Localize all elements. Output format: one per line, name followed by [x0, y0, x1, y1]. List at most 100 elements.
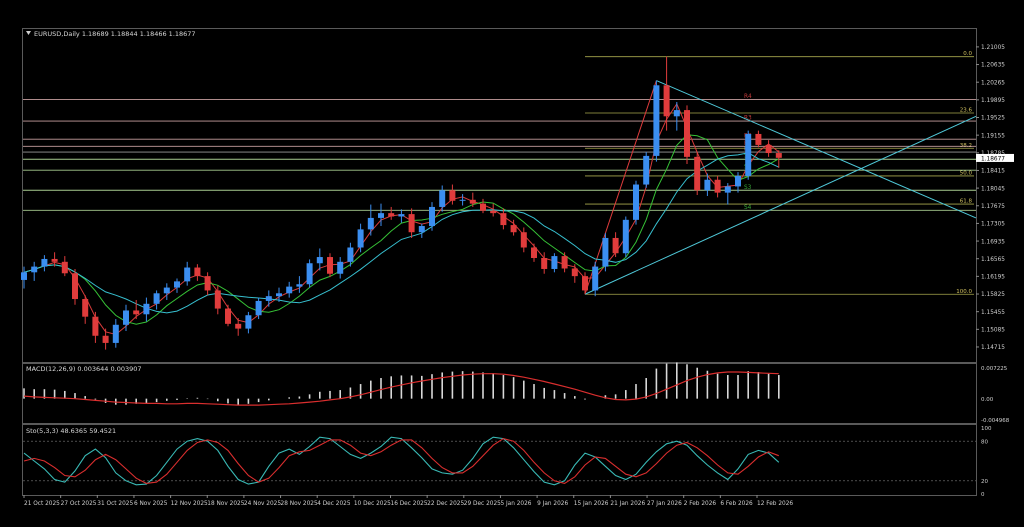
candle-body — [306, 263, 313, 285]
candle-body — [214, 290, 221, 309]
macd-signal-line — [23, 371, 779, 406]
date-axis-label: 22 Dec 2025 — [427, 501, 464, 507]
date-axis-label: 6 Feb 2026 — [720, 501, 753, 507]
candle-body — [653, 85, 660, 156]
candle-body — [286, 286, 293, 294]
candle-body — [133, 310, 140, 315]
moving-average-line — [23, 152, 780, 314]
candle-body — [92, 316, 99, 336]
stochastic-axis-label: 100 — [981, 426, 992, 432]
candlesticks — [21, 56, 782, 350]
fib-level-label: 23.6 — [960, 107, 973, 113]
trendlines[interactable] — [584, 80, 977, 295]
candle-body — [31, 266, 38, 273]
price-axis-label: 1.18045 — [981, 186, 1005, 192]
fib-level-label: 38.2 — [960, 143, 972, 149]
candle-body — [439, 190, 446, 207]
candle-body — [490, 210, 497, 214]
candle-body — [684, 110, 690, 157]
fib-level-label: 100.0 — [956, 289, 972, 295]
candle-body — [602, 237, 609, 267]
price-axis-label: 1.14715 — [981, 345, 1005, 351]
price-axis-label: 1.20635 — [981, 63, 1005, 69]
macd-pane-border — [22, 363, 977, 424]
date-axis: 21 Oct 2025 27 Oct 2025 31 Oct 2025 6 Nov 2… — [23, 495, 793, 507]
candle-body — [571, 268, 578, 277]
date-axis-label: 24 Nov 2025 — [244, 501, 281, 507]
candle-body — [551, 256, 558, 269]
pivot-levels: R4R3R2R1PPS1S2S3S4 — [23, 94, 976, 211]
candle-body — [41, 258, 48, 267]
candle-body — [724, 186, 731, 193]
price-axis-label: 1.15455 — [981, 310, 1005, 316]
candle-body — [714, 179, 721, 193]
price-axis-label: 1.21005 — [981, 45, 1005, 51]
candle-body — [123, 310, 129, 325]
candle-body — [225, 308, 231, 324]
candle-body — [112, 324, 119, 343]
price-axis-label: 1.16565 — [981, 257, 1005, 263]
candle-body — [163, 287, 170, 294]
candle-body — [704, 179, 711, 191]
last-price-label: 1.18677 — [981, 156, 1005, 162]
stochastic-axis-label: 0 — [981, 492, 985, 498]
candle-body — [561, 256, 568, 269]
candle-body — [337, 261, 344, 274]
candle-body — [102, 335, 109, 343]
dropdown-triangle-icon[interactable] — [26, 31, 31, 35]
date-axis-label: 21 Oct 2025 — [24, 501, 60, 507]
date-axis-label: 2 Feb 2026 — [684, 501, 717, 507]
price-axis-label: 1.15085 — [981, 328, 1005, 334]
date-axis-label: 15 Jan 2026 — [574, 501, 609, 507]
pivot-level-label: R3 — [744, 116, 752, 122]
stochastic-pane-border — [22, 424, 977, 496]
date-axis-label: 4 Dec 2025 — [317, 501, 351, 507]
date-axis-label: 27 Oct 2025 — [61, 501, 97, 507]
date-axis-label: 6 Nov 2025 — [134, 501, 168, 507]
candle-body — [673, 110, 680, 117]
date-axis-label: 5 Jan 2026 — [500, 501, 531, 507]
pivot-level-label: R4 — [744, 94, 752, 100]
date-axis-label: 28 Nov 2025 — [281, 501, 318, 507]
candle-body — [592, 266, 599, 291]
candle-body — [469, 199, 476, 204]
candle-body — [21, 272, 27, 280]
fibonacci-retracement[interactable]: 0.0 23.6 38.2 50.0 61.8 100.0 — [585, 51, 974, 295]
price-axis-label: 1.15825 — [981, 292, 1005, 298]
candle-body — [245, 315, 252, 329]
candle-body — [204, 276, 211, 291]
date-axis-label: 12 Nov 2025 — [171, 501, 208, 507]
candle-body — [255, 300, 262, 316]
candle-body — [265, 296, 272, 301]
candle-body — [235, 323, 242, 329]
stochastic-axis-label: 20 — [981, 479, 988, 485]
macd-axis-label: -0.004968 — [981, 418, 1010, 424]
date-axis-label: 18 Nov 2025 — [207, 501, 244, 507]
fib-level-label: 50.0 — [960, 170, 973, 176]
date-axis-label: 10 Dec 2025 — [354, 501, 391, 507]
price-axis-label: 1.18415 — [981, 169, 1005, 175]
pivot-level-label: S4 — [744, 205, 752, 211]
date-axis-label: 9 Jan 2026 — [537, 501, 568, 507]
candle-body — [72, 273, 78, 300]
date-axis-label: 21 Jan 2026 — [610, 501, 645, 507]
candle-body — [480, 203, 486, 211]
candle-body — [663, 85, 670, 117]
candle-body — [327, 257, 333, 274]
candle-body — [622, 219, 629, 254]
last-price-tag: 1.18677 — [976, 153, 1014, 162]
pivot-level-label: S3 — [744, 185, 752, 191]
fib-level-label: 61.8 — [960, 199, 973, 205]
candle-body — [755, 133, 762, 145]
candle-body — [459, 199, 466, 201]
candle-body — [398, 214, 405, 217]
date-axis-label: 29 Dec 2025 — [464, 501, 501, 507]
price-axis-label: 1.19155 — [981, 133, 1005, 139]
candle-body — [541, 257, 548, 269]
macd-axis-label: 0.00 — [981, 397, 994, 403]
price-axis-label: 1.16935 — [981, 239, 1005, 245]
candle-body — [500, 213, 507, 226]
candle-body — [775, 153, 782, 158]
price-axis-label: 1.17675 — [981, 204, 1005, 210]
